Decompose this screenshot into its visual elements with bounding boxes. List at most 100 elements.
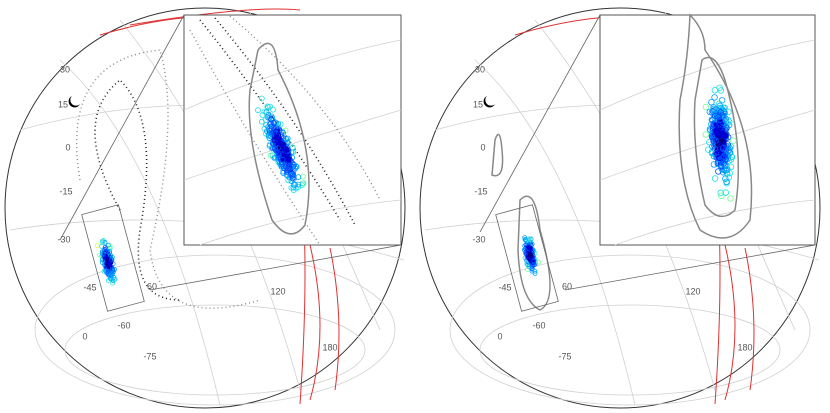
sample-point xyxy=(524,261,530,267)
sample-point xyxy=(714,150,721,158)
sample-point xyxy=(102,250,108,256)
sample-point xyxy=(271,154,278,161)
sample-point xyxy=(718,165,725,172)
sample-point xyxy=(536,259,542,265)
sample-point xyxy=(532,250,538,256)
sample-point xyxy=(300,180,307,187)
sample-point xyxy=(713,154,721,161)
coordinate-label: -75 xyxy=(143,351,156,361)
coordinate-label: 15 xyxy=(58,99,68,109)
sample-point xyxy=(723,178,730,186)
coordinate-label: 0 xyxy=(65,142,70,152)
sample-point xyxy=(711,145,718,153)
sample-point xyxy=(710,105,717,113)
sample-point xyxy=(527,252,533,258)
inset-content xyxy=(599,13,816,246)
inset xyxy=(183,14,402,246)
sample-point xyxy=(265,111,272,118)
coordinate-label: -45 xyxy=(498,282,511,292)
sample-point xyxy=(255,107,261,114)
sample-point xyxy=(272,147,279,153)
sample-point xyxy=(526,237,532,243)
sample-point xyxy=(102,245,108,251)
sample-point xyxy=(269,129,276,136)
sky-map-right: 30 15 0 -15 -30 -45 60 120 -60 0 -75 180 xyxy=(419,7,821,409)
sample-point xyxy=(109,254,115,260)
coordinate-label: 60 xyxy=(562,281,572,291)
sample-point xyxy=(712,137,719,144)
sun-marker xyxy=(483,96,495,108)
sample-point xyxy=(269,140,276,147)
sample-point xyxy=(708,150,716,157)
coordinate-label: 0 xyxy=(82,331,87,341)
coordinate-label: 180 xyxy=(737,342,752,352)
coordinate-label: -75 xyxy=(558,351,571,361)
sample-point xyxy=(288,184,295,191)
sample-point xyxy=(727,195,734,202)
sample-point xyxy=(295,174,302,181)
sample-point xyxy=(110,280,116,286)
sample-point xyxy=(720,160,728,167)
coordinate-label: 30 xyxy=(60,64,70,74)
sample-point xyxy=(715,124,723,131)
sample-point xyxy=(724,155,732,162)
sample-point xyxy=(711,115,718,122)
coordinate-label: -60 xyxy=(117,320,130,330)
sample-point xyxy=(725,147,732,154)
sample-point xyxy=(109,271,114,277)
sample-point xyxy=(702,103,710,111)
sample-point xyxy=(97,252,103,258)
sample-point xyxy=(279,156,286,163)
sample-point xyxy=(284,166,291,173)
sample-point xyxy=(289,175,296,182)
sample-point xyxy=(718,192,725,200)
coordinate-label: 180 xyxy=(322,342,337,352)
sample-point xyxy=(292,165,299,172)
sample-point xyxy=(108,273,113,279)
coordinate-label: 30 xyxy=(475,64,485,74)
coordinate-label: 120 xyxy=(685,286,700,296)
sample-point xyxy=(258,118,265,125)
coordinate-label: -60 xyxy=(532,320,545,330)
sample-point xyxy=(720,144,727,152)
sample-point xyxy=(275,150,282,157)
coordinate-label: -30 xyxy=(472,234,485,244)
sample-point xyxy=(527,245,533,251)
sample-point xyxy=(722,189,730,196)
sample-point xyxy=(270,106,276,113)
sample-point xyxy=(102,239,108,245)
sample-point xyxy=(107,250,112,256)
sample-point xyxy=(702,131,709,138)
sample-point xyxy=(522,235,528,241)
sky-map-left: 30 15 0 -15 -30 -45 60 120 -60 0 -75 180 xyxy=(4,7,406,409)
sample-point xyxy=(532,268,538,274)
sample-point xyxy=(528,236,534,242)
coordinate-label: 15 xyxy=(473,99,483,109)
coordinate-label: 0 xyxy=(480,142,485,152)
coordinate-label: -15 xyxy=(474,186,487,196)
sample-point xyxy=(265,124,272,130)
sample-point xyxy=(717,87,725,94)
sample-point xyxy=(711,94,718,101)
sample-point xyxy=(529,241,535,247)
sample-point xyxy=(525,266,530,272)
coordinate-label: 0 xyxy=(497,331,502,341)
sample-point xyxy=(532,270,538,276)
sample-point xyxy=(525,248,531,254)
sample-point xyxy=(284,135,291,142)
sample-point xyxy=(716,100,723,107)
sample-point xyxy=(267,133,274,140)
coordinate-label: -15 xyxy=(59,186,72,196)
sample-point xyxy=(723,118,730,125)
sample-point xyxy=(264,103,271,110)
sample-point xyxy=(722,155,729,163)
sample-point xyxy=(266,141,273,148)
sample-point xyxy=(717,189,724,197)
sample-point xyxy=(720,110,727,118)
sample-point xyxy=(105,278,111,283)
sample-point xyxy=(112,276,118,282)
sample-point xyxy=(299,182,305,189)
sample-point xyxy=(274,138,281,145)
sample-point xyxy=(710,161,718,168)
